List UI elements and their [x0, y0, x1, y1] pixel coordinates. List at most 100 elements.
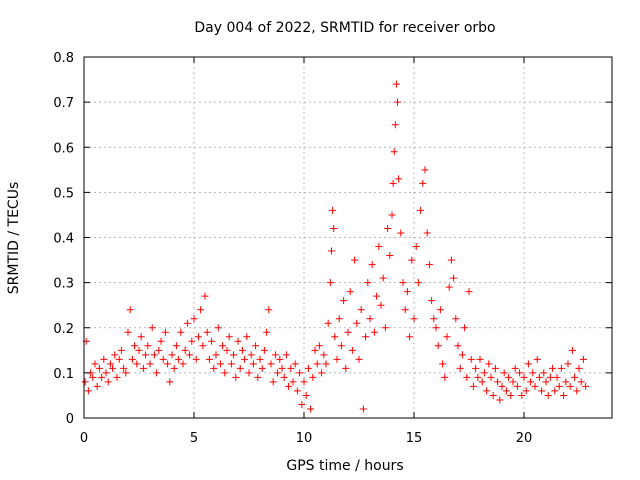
data-point-marker: [379, 274, 387, 282]
data-point-marker: [89, 373, 97, 381]
data-point-marker: [483, 387, 491, 395]
data-point-marker: [329, 206, 337, 214]
data-point-marker: [447, 256, 455, 264]
data-point-marker: [282, 351, 290, 359]
data-point-marker: [302, 391, 310, 399]
data-point-marker: [467, 355, 475, 363]
data-point-marker: [439, 360, 447, 368]
data-point-marker: [443, 333, 451, 341]
x-tick-label: 0: [80, 431, 88, 446]
data-point-marker: [285, 382, 293, 390]
data-point-marker: [186, 351, 194, 359]
data-point-marker: [348, 346, 356, 354]
data-point-marker: [91, 360, 99, 368]
data-point-marker: [161, 328, 169, 336]
data-point-marker: [366, 315, 374, 323]
data-point-marker: [254, 373, 262, 381]
data-point-marker: [397, 229, 405, 237]
data-point-marker: [518, 391, 526, 399]
data-point-marker: [546, 373, 554, 381]
data-point-marker: [175, 355, 183, 363]
grid-layer: [84, 57, 612, 418]
data-point-marker: [260, 346, 268, 354]
data-point-marker: [524, 360, 532, 368]
data-point-marker: [153, 369, 161, 377]
data-point-marker: [423, 229, 431, 237]
data-point-marker: [309, 373, 317, 381]
data-point-marker: [529, 369, 537, 377]
data-point-marker: [436, 306, 444, 314]
data-point-marker: [258, 364, 266, 372]
data-point-marker: [144, 342, 152, 350]
data-point-marker: [287, 364, 295, 372]
data-point-marker: [573, 387, 581, 395]
data-point-marker: [238, 346, 246, 354]
data-point-marker: [342, 364, 350, 372]
data-point-marker: [126, 306, 134, 314]
data-point-marker: [395, 175, 403, 183]
data-point-marker: [183, 319, 191, 327]
data-point-marker: [269, 378, 277, 386]
data-point-marker: [168, 351, 176, 359]
data-point-marker: [527, 378, 535, 386]
data-point-marker: [557, 364, 565, 372]
data-point-marker: [181, 346, 189, 354]
data-point-marker: [241, 355, 249, 363]
data-point-marker: [296, 369, 304, 377]
data-point-marker: [111, 351, 119, 359]
y-tick-label: 0.2: [53, 322, 74, 337]
data-point-marker: [122, 369, 130, 377]
data-point-marker: [298, 400, 306, 408]
data-point-marker: [192, 355, 200, 363]
data-point-marker: [389, 179, 397, 187]
data-point-marker: [263, 328, 271, 336]
y-tick-label: 0.3: [53, 277, 74, 292]
data-point-marker: [313, 360, 321, 368]
data-point-marker: [357, 306, 365, 314]
data-point-marker: [326, 279, 334, 287]
data-point-marker: [190, 315, 198, 323]
data-point-marker: [419, 179, 427, 187]
data-point-marker: [571, 373, 579, 381]
data-point-marker: [505, 373, 513, 381]
data-point-marker: [386, 252, 394, 260]
data-point-marker: [291, 360, 299, 368]
data-point-marker: [560, 391, 568, 399]
data-point-marker: [159, 355, 167, 363]
data-point-marker: [355, 355, 363, 363]
data-point-marker: [199, 342, 207, 350]
data-point-marker: [232, 373, 240, 381]
data-point-marker: [179, 360, 187, 368]
data-point-marker: [465, 288, 473, 296]
marks-layer: [81, 80, 590, 413]
data-point-marker: [394, 98, 401, 106]
data-point-marker: [544, 391, 552, 399]
data-point-marker: [359, 405, 367, 413]
data-point-marker: [566, 382, 574, 390]
data-point-marker: [456, 364, 464, 372]
data-point-marker: [346, 288, 354, 296]
x-axis-label: GPS time / hours: [286, 458, 403, 474]
data-point-marker: [408, 256, 416, 264]
y-tick-label: 0.8: [53, 51, 74, 66]
data-point-marker: [280, 373, 288, 381]
data-point-marker: [373, 292, 381, 300]
data-point-marker: [513, 382, 521, 390]
y-tick-label: 0.4: [53, 232, 74, 247]
data-point-marker: [93, 382, 101, 390]
x-tick-label: 20: [516, 431, 533, 446]
data-point-marker: [401, 306, 409, 314]
data-point-marker: [430, 315, 438, 323]
data-point-marker: [496, 396, 504, 404]
data-point-marker: [267, 360, 275, 368]
y-tick-label: 0.5: [53, 186, 74, 201]
data-point-marker: [146, 360, 154, 368]
data-point-marker: [139, 364, 147, 372]
data-point-marker: [120, 364, 128, 372]
data-point-marker: [271, 351, 279, 359]
data-point-marker: [230, 351, 238, 359]
data-point-marker: [381, 324, 389, 332]
data-point-marker: [214, 324, 222, 332]
data-point-marker: [454, 342, 462, 350]
data-point-marker: [461, 324, 469, 332]
